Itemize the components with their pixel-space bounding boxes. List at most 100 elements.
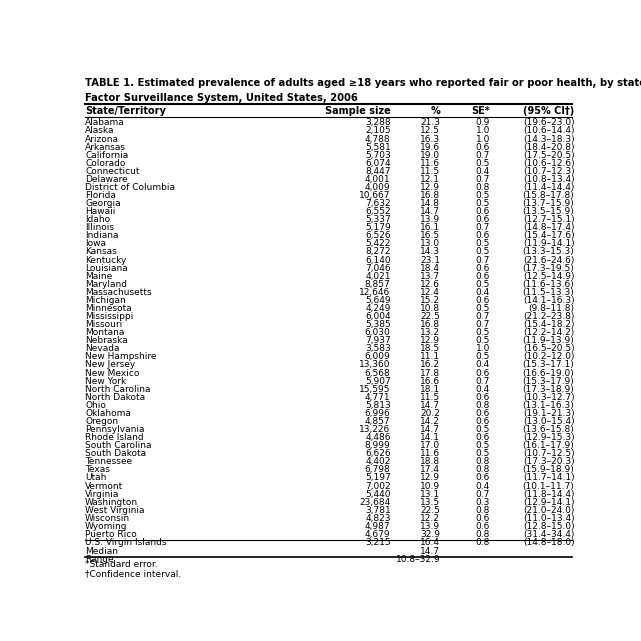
Text: 0.5: 0.5	[476, 159, 490, 168]
Text: (11.8–14.4): (11.8–14.4)	[523, 490, 574, 499]
Text: (11.9–13.9): (11.9–13.9)	[522, 337, 574, 345]
Text: 0.5: 0.5	[476, 247, 490, 256]
Text: (16.6–19.0): (16.6–19.0)	[522, 369, 574, 378]
Text: (16.5–20.5): (16.5–20.5)	[523, 344, 574, 353]
Text: 0.6: 0.6	[476, 393, 490, 402]
Text: Georgia: Georgia	[85, 199, 121, 208]
Text: (15.4–18.2): (15.4–18.2)	[523, 320, 574, 329]
Text: 4,249: 4,249	[365, 304, 390, 313]
Text: %: %	[431, 106, 440, 116]
Text: (9.8–11.8): (9.8–11.8)	[528, 304, 574, 313]
Text: (15.4–17.6): (15.4–17.6)	[523, 231, 574, 240]
Text: North Dakota: North Dakota	[85, 393, 146, 402]
Text: 11.1: 11.1	[420, 353, 440, 362]
Text: Range: Range	[85, 556, 113, 565]
Text: 0.8: 0.8	[476, 538, 490, 547]
Text: Maine: Maine	[85, 272, 112, 281]
Text: 12.9: 12.9	[420, 337, 440, 345]
Text: 4,021: 4,021	[365, 272, 390, 281]
Text: Arkansas: Arkansas	[85, 142, 126, 151]
Text: (10.3–12.7): (10.3–12.7)	[523, 393, 574, 402]
Text: (19.6–23.0): (19.6–23.0)	[523, 119, 574, 128]
Text: (17.3–18.9): (17.3–18.9)	[522, 385, 574, 394]
Text: 23.1: 23.1	[420, 256, 440, 265]
Text: 0.6: 0.6	[476, 231, 490, 240]
Text: District of Columbia: District of Columbia	[85, 183, 175, 192]
Text: Indiana: Indiana	[85, 231, 119, 240]
Text: Factor Surveillance System, United States, 2006: Factor Surveillance System, United State…	[85, 93, 358, 103]
Text: 0.7: 0.7	[476, 312, 490, 321]
Text: 8,272: 8,272	[365, 247, 390, 256]
Text: North Carolina: North Carolina	[85, 385, 151, 394]
Text: 0.8: 0.8	[476, 183, 490, 192]
Text: Delaware: Delaware	[85, 175, 128, 184]
Text: 4,486: 4,486	[365, 433, 390, 442]
Text: 0.8: 0.8	[476, 457, 490, 466]
Text: 0.8: 0.8	[476, 530, 490, 539]
Text: (14.8–18.0): (14.8–18.0)	[523, 538, 574, 547]
Text: 18.8: 18.8	[420, 457, 440, 466]
Text: (15.8–17.8): (15.8–17.8)	[522, 191, 574, 200]
Text: Hawaii: Hawaii	[85, 207, 115, 216]
Text: 1.0: 1.0	[476, 135, 490, 144]
Text: Kentucky: Kentucky	[85, 256, 126, 265]
Text: Nebraska: Nebraska	[85, 337, 128, 345]
Text: (11.9–14.1): (11.9–14.1)	[523, 240, 574, 249]
Text: 17.4: 17.4	[420, 465, 440, 474]
Text: Idaho: Idaho	[85, 215, 110, 224]
Text: (12.8–15.0): (12.8–15.0)	[523, 522, 574, 531]
Text: 12.5: 12.5	[420, 126, 440, 135]
Text: (10.2–12.0): (10.2–12.0)	[523, 353, 574, 362]
Text: Oregon: Oregon	[85, 417, 118, 426]
Text: 16.2: 16.2	[420, 360, 440, 369]
Text: Mississippi: Mississippi	[85, 312, 133, 321]
Text: 5,422: 5,422	[365, 240, 390, 249]
Text: 10.8: 10.8	[420, 304, 440, 313]
Text: Utah: Utah	[85, 474, 106, 483]
Text: 16.8: 16.8	[420, 320, 440, 329]
Text: 0.7: 0.7	[476, 490, 490, 499]
Text: Alabama: Alabama	[85, 119, 125, 128]
Text: 0.5: 0.5	[476, 328, 490, 337]
Text: 6,798: 6,798	[365, 465, 390, 474]
Text: 17.0: 17.0	[420, 441, 440, 450]
Text: 12.9: 12.9	[420, 183, 440, 192]
Text: 4,857: 4,857	[365, 417, 390, 426]
Text: U.S. Virgin Islands: U.S. Virgin Islands	[85, 538, 167, 547]
Text: 13.1: 13.1	[420, 490, 440, 499]
Text: 16.3: 16.3	[420, 135, 440, 144]
Text: 16.4: 16.4	[420, 538, 440, 547]
Text: 5,581: 5,581	[365, 142, 390, 151]
Text: (13.3–15.3): (13.3–15.3)	[522, 247, 574, 256]
Text: (13.0–15.4): (13.0–15.4)	[523, 417, 574, 426]
Text: (11.5–13.3): (11.5–13.3)	[522, 288, 574, 297]
Text: 0.6: 0.6	[476, 409, 490, 418]
Text: 18.1: 18.1	[420, 385, 440, 394]
Text: 13.7: 13.7	[420, 272, 440, 281]
Text: Rhode Island: Rhode Island	[85, 433, 144, 442]
Text: 0.4: 0.4	[476, 167, 490, 176]
Text: Ohio: Ohio	[85, 401, 106, 410]
Text: Connecticut: Connecticut	[85, 167, 140, 176]
Text: 32.9: 32.9	[420, 530, 440, 539]
Text: (95% CI†): (95% CI†)	[523, 106, 574, 116]
Text: 0.6: 0.6	[476, 514, 490, 523]
Text: 6,552: 6,552	[365, 207, 390, 216]
Text: 0.4: 0.4	[476, 481, 490, 490]
Text: 4,402: 4,402	[365, 457, 390, 466]
Text: 0.8: 0.8	[476, 465, 490, 474]
Text: 0.5: 0.5	[476, 191, 490, 200]
Text: (13.7–15.9): (13.7–15.9)	[522, 199, 574, 208]
Text: South Carolina: South Carolina	[85, 441, 151, 450]
Text: (11.6–13.6): (11.6–13.6)	[522, 279, 574, 289]
Text: 15,595: 15,595	[359, 385, 390, 394]
Text: (10.7–12.5): (10.7–12.5)	[523, 449, 574, 458]
Text: 6,568: 6,568	[365, 369, 390, 378]
Text: Kansas: Kansas	[85, 247, 117, 256]
Text: (13.5–15.9): (13.5–15.9)	[522, 207, 574, 216]
Text: 0.6: 0.6	[476, 417, 490, 426]
Text: 21.3: 21.3	[420, 119, 440, 128]
Text: Colorado: Colorado	[85, 159, 126, 168]
Text: (19.1–21.3): (19.1–21.3)	[523, 409, 574, 418]
Text: (13.6–15.8): (13.6–15.8)	[522, 425, 574, 434]
